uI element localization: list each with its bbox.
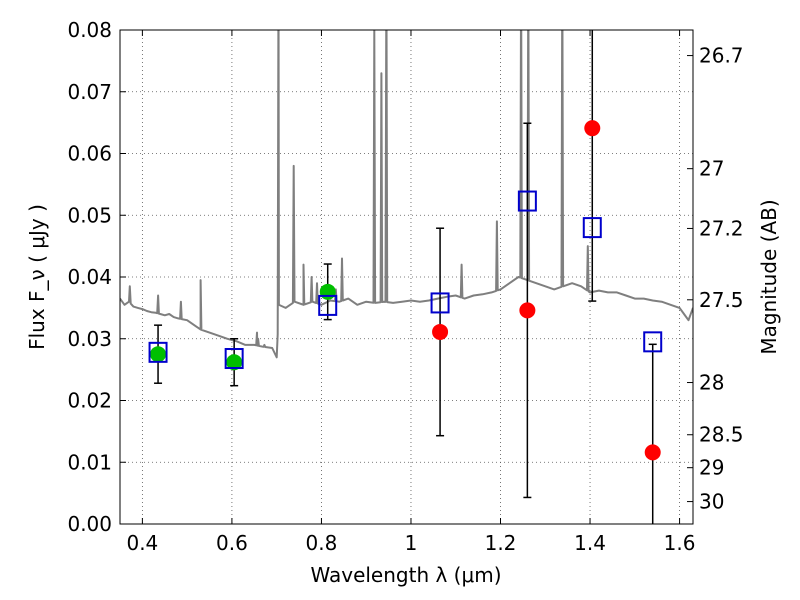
x-tick-label: 1.6 [664, 531, 696, 555]
y2-tick-label: 28.5 [699, 423, 744, 447]
y2-tick-label: 27.2 [699, 216, 744, 240]
y-tick-label: 0.07 [67, 80, 112, 104]
y-tick-label: 0.02 [67, 389, 112, 413]
y-tick-label: 0.01 [67, 450, 112, 474]
y-tick-label: 0.06 [67, 142, 112, 166]
x-tick-label: 1 [405, 531, 418, 555]
y2-tick-label: 27 [699, 157, 724, 181]
y-tick-label: 0.03 [67, 327, 112, 351]
y-tick-label: 0.05 [67, 203, 112, 227]
data-markers [148, 120, 663, 461]
y-axis-label: Flux F_ν ( μJy ) [25, 204, 49, 350]
data-point [519, 302, 536, 319]
x-axis-ticks: 0.4 0.6 0.8 1 1.2 1.4 1.6 [126, 30, 695, 555]
x-tick-label: 0.4 [126, 531, 158, 555]
y-axis-ticks: 0.00 0.01 0.02 0.03 0.04 0.05 0.06 0.07 0.08 [67, 18, 126, 536]
y-tick-label: 0.04 [67, 265, 112, 289]
y2-tick-label: 26.7 [699, 44, 744, 68]
model-point [318, 294, 338, 316]
x-tick-label: 0.6 [216, 531, 248, 555]
x-tick-label: 0.8 [306, 531, 338, 555]
x-axis-label: Wavelength λ (μm) [310, 563, 501, 587]
data-point [150, 346, 167, 363]
y2-tick-label: 27.5 [699, 288, 744, 312]
model-point [224, 348, 244, 370]
data-point [432, 323, 449, 340]
y2-tick-label: 30 [699, 490, 724, 514]
model-point [430, 292, 450, 314]
x-tick-label: 1.4 [574, 531, 606, 555]
y2-axis-label: Magnitude (AB) [757, 199, 781, 354]
x-tick-label: 1.2 [485, 531, 517, 555]
y-tick-label: 0.00 [67, 512, 112, 536]
y-tick-label: 0.08 [67, 18, 112, 42]
model-point [643, 331, 663, 353]
data-point [584, 120, 601, 137]
y2-axis-ticks: 26.7 27 27.2 27.5 28 28.5 29 30 [687, 44, 744, 514]
model-point [582, 217, 602, 239]
data-point [319, 283, 336, 300]
data-point [226, 354, 243, 371]
y2-tick-label: 28 [699, 371, 724, 395]
data-point [644, 444, 661, 461]
model-point [517, 190, 537, 212]
model-point [148, 341, 168, 363]
y2-tick-label: 29 [699, 456, 724, 480]
